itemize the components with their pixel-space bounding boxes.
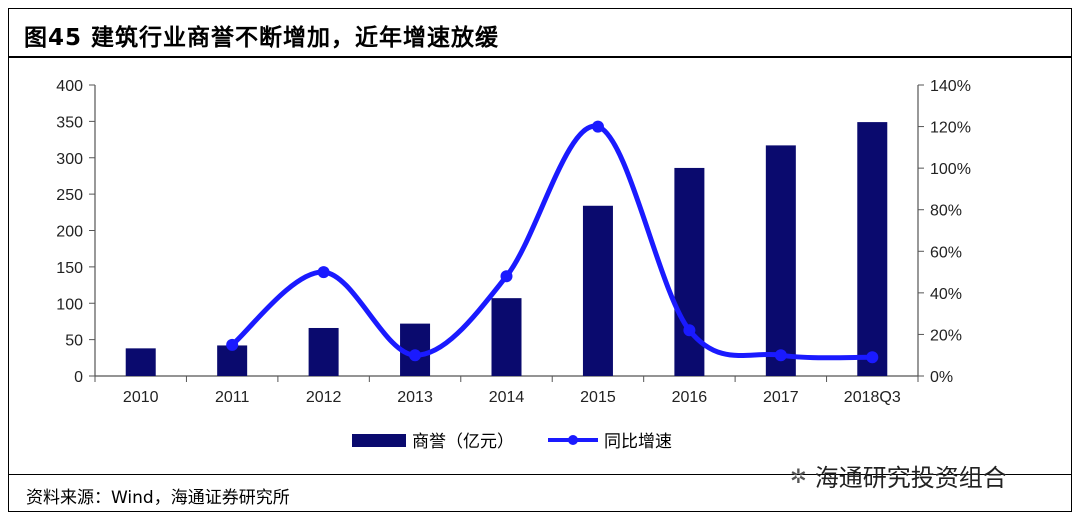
- x-tick-label: 2016: [672, 389, 708, 406]
- growth-point: [774, 349, 787, 362]
- watermark: ✲ 海通研究投资组合: [790, 458, 1007, 493]
- y-tick-label-right: 140%: [930, 78, 971, 95]
- chart-title: 图45 建筑行业商誉不断增加，近年增速放缓: [24, 25, 500, 51]
- source-note: 资料来源：Wind，海通证券研究所: [26, 488, 290, 508]
- y-tick-label-right: 120%: [930, 120, 971, 137]
- wechat-icon: ✲: [790, 463, 807, 488]
- growth-line: [230, 123, 873, 361]
- growth-point: [317, 266, 330, 279]
- x-tick-label: 2010: [123, 389, 159, 406]
- y-tick-label-left: 150: [56, 260, 83, 277]
- bar: [308, 327, 339, 376]
- legend-line-marker: [568, 435, 578, 445]
- x-tick-label: 2015: [580, 389, 616, 406]
- y-tick-label-left: 100: [56, 296, 83, 313]
- x-tick-label: 2011: [215, 389, 250, 406]
- y-tick-label-left: 250: [56, 187, 83, 204]
- x-tick-label: 2018Q3: [844, 389, 901, 406]
- y-tick-label-right: 40%: [930, 286, 962, 303]
- y-tick-label-right: 100%: [930, 161, 971, 178]
- y-tick-label-left: 200: [56, 224, 83, 241]
- x-tick-label: 2013: [397, 389, 433, 406]
- bar: [674, 167, 705, 376]
- bar: [491, 298, 522, 376]
- title-bar: 图45 建筑行业商誉不断增加，近年增速放缓: [8, 8, 1072, 58]
- legend-line-label: 同比增速: [604, 432, 672, 451]
- growth-point: [226, 338, 239, 351]
- y-tick-label-left: 300: [56, 151, 83, 168]
- growth-point: [591, 120, 604, 133]
- y-tick-label-right: 80%: [930, 203, 962, 220]
- y-tick-label-left: 350: [56, 114, 83, 131]
- y-tick-label-right: 60%: [930, 244, 962, 261]
- legend: 商誉（亿元） 同比增速: [352, 432, 672, 451]
- x-tick-label: 2017: [763, 389, 799, 406]
- x-tick-label: 2012: [306, 389, 342, 406]
- footer-rule: [8, 474, 1072, 475]
- legend-bar-swatch: [352, 434, 406, 447]
- bar: [857, 122, 888, 376]
- figure-frame: [8, 8, 1072, 512]
- y-tick-label-right: 0%: [930, 369, 953, 386]
- legend-bar-label: 商誉（亿元）: [412, 432, 514, 451]
- y-tick-label-left: 0: [74, 369, 83, 386]
- y-tick-label-left: 400: [56, 78, 83, 95]
- growth-point: [409, 349, 422, 362]
- growth-point: [683, 324, 696, 337]
- growth-point: [866, 351, 879, 364]
- growth-point: [500, 270, 513, 283]
- y-tick-label-left: 50: [65, 333, 83, 350]
- x-tick-label: 2014: [489, 389, 525, 406]
- bar: [125, 348, 156, 376]
- y-tick-label-right: 20%: [930, 327, 962, 344]
- plot-area: 0 50 100 150 200 250 300 350 400 0% 20% 40% 60% 80% 10…: [56, 78, 971, 406]
- watermark-text: 海通研究投资组合: [814, 464, 1007, 492]
- bar: [582, 205, 613, 376]
- bar: [765, 145, 796, 376]
